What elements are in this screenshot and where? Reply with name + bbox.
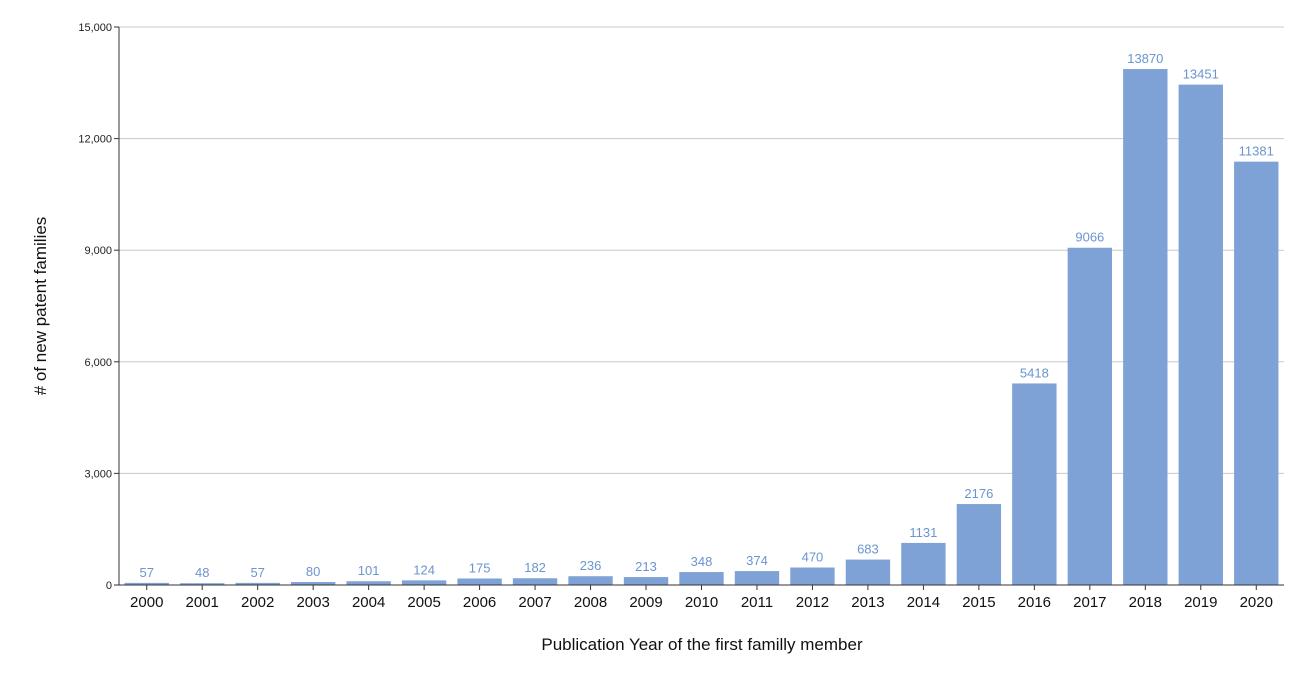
x-tick-label-2010: 2010 — [685, 594, 718, 611]
x-axis-title: Publication Year of the first familly me… — [541, 635, 863, 654]
y-tick-label: 6,000 — [84, 357, 112, 369]
data-label-2010: 348 — [691, 554, 713, 569]
y-axis-title: # of new patent families — [31, 217, 50, 396]
bar-2007 — [512, 578, 558, 585]
y-tick-label: 15,000 — [78, 22, 112, 34]
data-label-2001: 48 — [195, 565, 209, 580]
data-label-2005: 124 — [413, 562, 435, 577]
data-label-2017: 9066 — [1075, 230, 1104, 245]
bar-2000 — [124, 582, 169, 585]
data-label-2009: 213 — [635, 559, 657, 574]
bar-2012 — [790, 567, 835, 585]
bar-2016 — [1012, 383, 1057, 585]
x-tick-label-2002: 2002 — [241, 594, 274, 611]
x-tick-label-2004: 2004 — [352, 594, 385, 611]
x-tick-label-2008: 2008 — [574, 594, 607, 611]
data-label-2003: 80 — [306, 564, 320, 579]
x-tick-label-2020: 2020 — [1240, 594, 1273, 611]
x-tick-label-2015: 2015 — [962, 594, 995, 611]
bar-2011 — [734, 571, 780, 585]
x-tick-label-2009: 2009 — [629, 594, 662, 611]
bar-2019 — [1178, 84, 1223, 585]
bar-2010 — [679, 572, 724, 585]
y-tick-label: 9,000 — [84, 245, 112, 257]
x-tick-label-2013: 2013 — [851, 594, 884, 611]
data-label-2002: 57 — [250, 565, 264, 580]
data-label-2000: 57 — [140, 565, 154, 580]
bar-2003 — [290, 582, 336, 585]
bar-2004 — [346, 581, 391, 585]
y-tick-label: 12,000 — [78, 134, 112, 146]
x-tick-label-2019: 2019 — [1184, 594, 1217, 611]
bar-2013 — [845, 559, 891, 585]
bar-2005 — [401, 580, 447, 585]
data-label-2013: 683 — [857, 542, 879, 557]
x-tick-label-2001: 2001 — [186, 594, 219, 611]
bar-2015 — [956, 504, 1002, 585]
bar-2001 — [180, 583, 225, 585]
data-label-2008: 236 — [580, 558, 602, 573]
x-tick-label-2005: 2005 — [407, 594, 440, 611]
bar-2008 — [568, 576, 613, 585]
data-label-2012: 470 — [802, 550, 824, 565]
x-tick-label-2014: 2014 — [907, 594, 940, 611]
data-label-2016: 5418 — [1020, 365, 1049, 380]
data-label-2018: 13870 — [1127, 51, 1163, 66]
bar-2002 — [235, 582, 280, 585]
bar-2020 — [1234, 161, 1279, 585]
x-tick-label-2017: 2017 — [1073, 594, 1106, 611]
data-label-2011: 374 — [746, 553, 768, 568]
x-tick-label-2007: 2007 — [518, 594, 551, 611]
data-label-2014: 1131 — [909, 525, 937, 540]
data-label-2020: 11381 — [1239, 144, 1274, 159]
y-tick-label: 3,000 — [84, 468, 112, 480]
x-tick-label-2006: 2006 — [463, 594, 496, 611]
bars — [124, 69, 1279, 585]
data-labels: 57 48 57 80 101 124 175 182 236 213 348 374 470 683 11… — [140, 51, 1274, 580]
bar-2017 — [1067, 247, 1113, 585]
data-label-2007: 182 — [524, 560, 546, 575]
bar-2006 — [457, 578, 502, 585]
x-tick-label-2012: 2012 — [796, 594, 829, 611]
data-label-2006: 175 — [469, 560, 491, 575]
x-tick-label-2003: 2003 — [296, 594, 329, 611]
data-label-2019: 13451 — [1183, 67, 1219, 82]
x-tick-label-2011: 2011 — [741, 594, 773, 611]
bar-2018 — [1123, 69, 1168, 585]
x-tick-label-2018: 2018 — [1129, 594, 1162, 611]
data-label-2004: 101 — [358, 563, 380, 578]
y-tick-label: 0 — [106, 580, 112, 592]
bar-2014 — [901, 542, 946, 585]
x-tick-label-2016: 2016 — [1018, 594, 1051, 611]
data-label-2015: 2176 — [964, 486, 993, 501]
bar-2009 — [623, 577, 669, 585]
x-tick-label-2000: 2000 — [130, 594, 163, 611]
axes: 0 3,000 6,000 9,000 12,000 15,000 2000 2001 2002… — [78, 22, 1284, 611]
